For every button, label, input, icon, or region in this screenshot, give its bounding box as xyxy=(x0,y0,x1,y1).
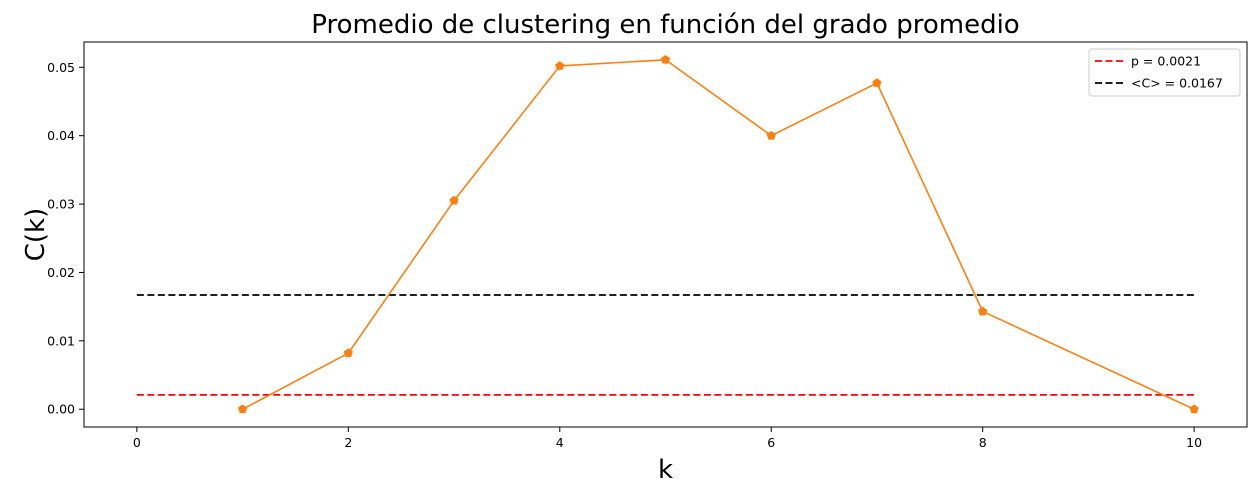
y-tick-label: 0.02 xyxy=(47,265,75,280)
x-tick-label: 6 xyxy=(767,435,775,450)
y-axis: 0.00 0.01 0.02 0.03 0.04 0.05 xyxy=(47,60,84,417)
plot-area xyxy=(136,54,1199,414)
x-tick-label: 2 xyxy=(344,435,352,450)
data-point xyxy=(978,306,988,316)
legend-box xyxy=(1088,48,1241,97)
data-point xyxy=(766,130,776,140)
x-tick-label: 10 xyxy=(1186,435,1202,450)
y-tick-label: 0.01 xyxy=(47,333,75,348)
data-point xyxy=(872,78,882,87)
x-axis-label: k xyxy=(658,455,673,485)
data-point xyxy=(555,61,565,70)
legend: p = 0.0021 <C> = 0.0167 xyxy=(1088,48,1241,97)
chart-title: Promedio de clustering en función del gr… xyxy=(311,10,1019,40)
data-point xyxy=(449,195,459,205)
legend-label: <C> = 0.0167 xyxy=(1131,76,1223,91)
y-axis-label: C(k) xyxy=(21,208,51,262)
y-tick-label: 0.04 xyxy=(47,128,75,143)
x-axis: 0 2 4 6 8 10 xyxy=(133,427,1202,450)
series-line xyxy=(242,58,1195,410)
data-point xyxy=(238,404,248,414)
x-tick-label: 0 xyxy=(133,435,141,450)
plot-frame xyxy=(83,41,1248,428)
y-tick-label: 0.03 xyxy=(47,197,75,212)
data-point xyxy=(1189,404,1199,414)
legend-label: p = 0.0021 xyxy=(1131,54,1201,69)
y-tick-label: 0.00 xyxy=(47,402,75,417)
x-tick-label: 8 xyxy=(979,435,987,450)
y-tick-label: 0.05 xyxy=(47,60,75,75)
x-tick-label: 4 xyxy=(556,435,564,450)
data-point xyxy=(343,348,353,358)
data-point xyxy=(660,54,671,64)
